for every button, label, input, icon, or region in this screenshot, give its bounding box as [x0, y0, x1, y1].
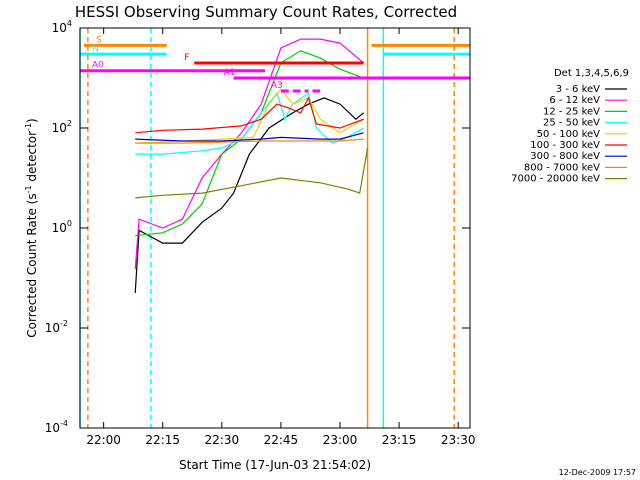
series-line-5 [135, 96, 364, 134]
x-tick-label-5: 23:15 [382, 433, 417, 447]
y-tick-label-0: 104 [52, 19, 72, 35]
series-line-0 [134, 97, 364, 294]
y-tick-label-1: 102 [52, 119, 72, 135]
flag-label-F: F [184, 53, 189, 63]
y-tick-label-4: 10-4 [45, 419, 68, 435]
legend-label-0: 3 - 6 keV [556, 84, 600, 95]
timestamp: 12-Dec-2009 17:57 [559, 468, 636, 477]
x-tick-label-1: 22:15 [145, 433, 180, 447]
plot-area: SN F A0 A1 A3 [79, 28, 470, 428]
flag-label-A3: A3 [271, 81, 283, 91]
series-line-8 [135, 147, 369, 199]
y-tick-label-2: 100 [52, 219, 72, 235]
legend-label-8: 7000 - 20000 keV [511, 174, 600, 185]
flag-label-A0: A0 [92, 61, 104, 71]
x-axis: 22:00 22:15 22:30 22:45 23:00 23:15 23:30 [86, 28, 475, 447]
x-tick-label-0: 22:00 [86, 433, 121, 447]
legend-label-6: 300 - 800 keV [530, 151, 600, 162]
chart-title: HESSI Observing Summary Count Rates, Cor… [75, 3, 457, 21]
series-line-7 [135, 138, 364, 144]
y-axis-label: Corrected Count Rate (s-1 detector-1) [24, 118, 39, 337]
legend-label-4: 50 - 100 keV [537, 129, 601, 140]
y-axis: 104 102 100 10-2 10-4 [45, 19, 470, 435]
x-axis-label: Start Time (17-Jun-03 21:54:02) [179, 458, 371, 472]
flag-label-A1: A1 [224, 68, 236, 78]
legend-label-7: 800 - 7000 keV [524, 162, 600, 173]
flag-label-N: N [92, 44, 99, 54]
x-tick-label-3: 22:45 [264, 433, 299, 447]
legend-label-3: 25 - 50 keV [543, 118, 600, 129]
legend-label-1: 6 - 12 keV [549, 95, 600, 106]
y-tick-label-3: 10-2 [45, 319, 68, 335]
series-line-6 [135, 132, 364, 142]
legend-title: Det 1,3,4,5,6,9 [554, 68, 629, 79]
legend-label-2: 12 - 25 keV [543, 106, 600, 117]
legend-label-5: 100 - 300 keV [530, 140, 600, 151]
x-tick-label-6: 23:30 [441, 433, 476, 447]
flag-label-S: S [96, 35, 102, 45]
x-tick-label-4: 23:00 [323, 433, 358, 447]
series-line-1 [134, 38, 364, 270]
x-tick-label-2: 22:30 [205, 433, 240, 447]
series-line-4 [135, 88, 364, 144]
